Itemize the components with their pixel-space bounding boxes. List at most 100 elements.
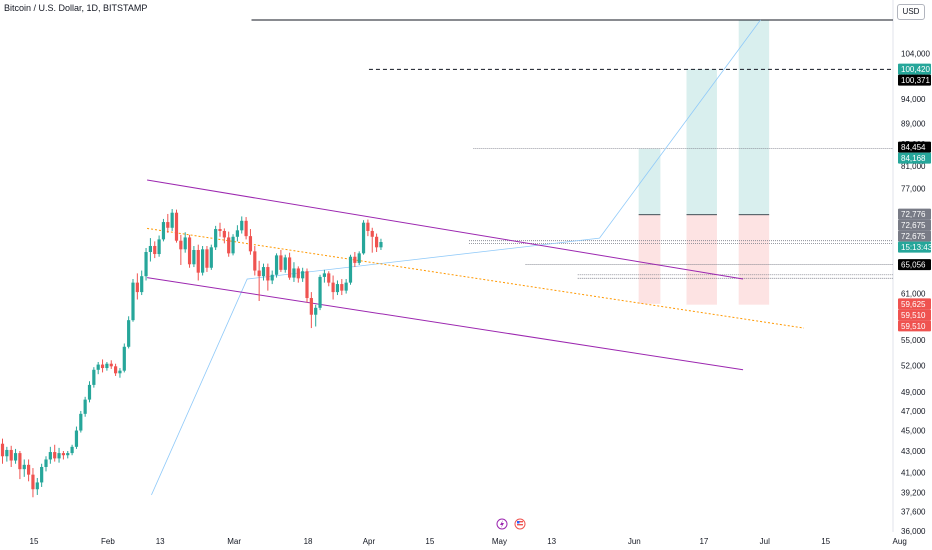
price-tag-box (898, 230, 931, 242)
candle-body (87, 384, 92, 400)
target-zone-3 (738, 20, 770, 215)
candle (231, 234, 235, 256)
target-zone-1 (638, 148, 661, 215)
candle-body (22, 464, 26, 470)
candle (61, 451, 65, 460)
price-tag: 72,675 (898, 219, 931, 231)
candle (44, 456, 48, 472)
candle (170, 209, 174, 231)
candle-body (148, 245, 152, 253)
candle-body (179, 240, 183, 250)
x-tick-label: 18 (304, 537, 313, 546)
candle (74, 426, 79, 449)
candle (18, 451, 22, 480)
candle-body (318, 276, 322, 308)
currency-button[interactable]: USD (897, 4, 925, 20)
candle (314, 304, 318, 327)
candle-body (57, 453, 61, 459)
candle (292, 262, 296, 282)
candle-body (327, 273, 331, 283)
price-tag-box (898, 74, 931, 86)
candle-body (105, 363, 109, 369)
candle-body (18, 453, 22, 470)
candle-body (227, 237, 231, 254)
y-tick-label: 45,000 (901, 427, 926, 436)
candle-body (92, 369, 96, 385)
candle-body (118, 370, 122, 374)
price-tag-label: 72,675 (901, 221, 926, 230)
candle (218, 222, 222, 237)
price-tag: 72,776 (898, 208, 931, 220)
price-tag: 84,168 (898, 152, 931, 164)
candle-body (248, 236, 253, 252)
price-tag: 100,371 (898, 74, 931, 86)
candle-body (253, 251, 257, 271)
y-tick-label: 61,000 (901, 290, 926, 299)
candle (70, 444, 74, 456)
price-tag-box (898, 259, 931, 271)
candle (257, 260, 261, 302)
x-tick-label: Jun (628, 537, 641, 546)
price-tag-label: 65,056 (901, 261, 926, 270)
y-tick-label: 37,600 (901, 507, 926, 516)
candle-body (187, 237, 192, 265)
price-tag-label: 59,510 (901, 311, 926, 320)
candle (35, 477, 39, 495)
candle (361, 220, 366, 255)
y-tick-label: 77,000 (901, 185, 926, 194)
price-tag: 59,625 (898, 298, 931, 310)
candle-body (361, 222, 366, 254)
candle (192, 245, 196, 268)
candle (13, 448, 18, 464)
candle-body (257, 270, 261, 277)
candle (205, 245, 209, 272)
y-tick-label: 39,200 (901, 489, 926, 498)
candle-body (348, 256, 353, 283)
price-tag: 84,454 (898, 141, 931, 153)
candle (305, 268, 309, 303)
candle-body (35, 482, 39, 490)
candle (183, 232, 187, 253)
candle-body (231, 236, 235, 254)
candle (148, 238, 152, 262)
candle (370, 227, 374, 253)
candle (279, 249, 283, 272)
price-tag-label: 59,510 (901, 322, 926, 331)
candle-body (370, 230, 374, 237)
x-tick-label: 17 (699, 537, 708, 546)
candle (296, 266, 300, 283)
candle (40, 463, 44, 487)
candle-body (166, 222, 170, 228)
candle-body (140, 276, 144, 293)
candle-body (114, 366, 118, 374)
x-tick-label: 15 (821, 537, 830, 546)
candle-body (131, 282, 135, 321)
candle-body (214, 229, 218, 248)
candle (179, 234, 183, 265)
candle-body (122, 346, 126, 371)
candle (144, 247, 148, 281)
candle (335, 280, 340, 296)
price-tag: 59,510 (898, 320, 931, 332)
candle (122, 343, 126, 373)
candle (288, 252, 292, 280)
price-tag-box (898, 298, 931, 310)
candle-body (70, 446, 74, 454)
candle-body (144, 252, 148, 277)
candle-body (222, 230, 226, 238)
candle-body (240, 220, 244, 231)
x-tick-label: 15 (30, 537, 39, 546)
candle-body (340, 284, 344, 291)
candle-body (27, 464, 31, 475)
candle (31, 468, 35, 498)
x-tick-label: 13 (156, 537, 165, 546)
y-tick-label: 43,000 (901, 447, 926, 456)
candle (66, 451, 70, 459)
stop-zone-1 (638, 214, 661, 304)
candle-body (274, 255, 279, 275)
price-tag-box (898, 241, 931, 253)
candle (105, 361, 109, 371)
candle-body (192, 249, 196, 265)
candle-body (83, 399, 87, 414)
